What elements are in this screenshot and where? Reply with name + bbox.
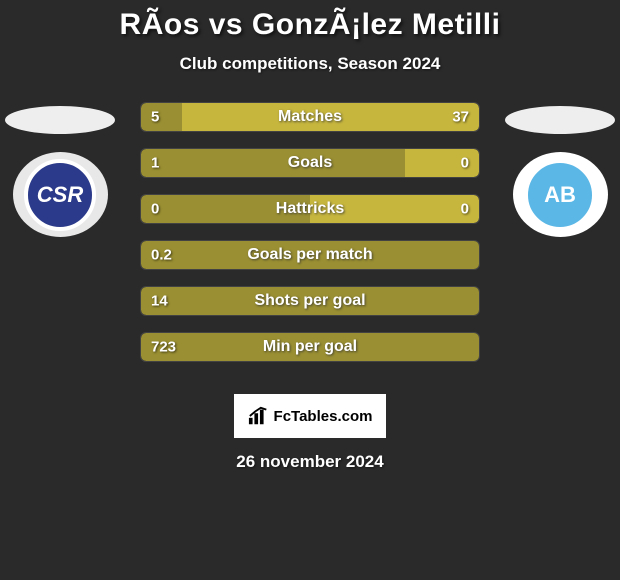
right-team-ellipse: [505, 106, 615, 134]
stat-row: 0.2 Goals per match: [140, 240, 480, 270]
stat-value-left: 1: [151, 155, 159, 172]
stat-value-left: 14: [151, 293, 168, 310]
brand-text: FcTables.com: [274, 408, 373, 425]
right-team-badge: AB: [513, 152, 608, 237]
stat-bar-left: [141, 103, 182, 131]
date-text: 26 november 2024: [0, 452, 620, 472]
page-subtitle: Club competitions, Season 2024: [0, 54, 620, 74]
stat-row: 0 Hattricks 0: [140, 194, 480, 224]
stat-row: 723 Min per goal: [140, 332, 480, 362]
stat-value-left: 723: [151, 339, 176, 356]
stat-label: Goals: [288, 154, 332, 172]
stat-label: Goals per match: [247, 246, 372, 264]
left-team-column: CSR: [0, 102, 120, 237]
stat-label: Matches: [278, 108, 342, 126]
stat-label: Hattricks: [276, 200, 344, 218]
right-team-badge-text: AB: [544, 182, 576, 208]
left-team-ellipse: [5, 106, 115, 134]
stat-bars: 5 Matches 37 1 Goals 0 0 Hattricks 0 0.2 Goals per…: [140, 102, 480, 378]
stat-row: 1 Goals 0: [140, 148, 480, 178]
stat-label: Min per goal: [263, 338, 357, 356]
left-team-badge-inner: CSR: [24, 159, 96, 231]
stat-value-left: 5: [151, 109, 159, 126]
stat-value-left: 0.2: [151, 247, 172, 264]
stat-value-right: 0: [461, 155, 469, 172]
stat-bar-left: [141, 149, 405, 177]
brand-box: FcTables.com: [234, 394, 386, 438]
left-team-badge-text: CSR: [37, 182, 83, 208]
brand-chart-icon: [248, 406, 270, 426]
left-team-badge: CSR: [13, 152, 108, 237]
stat-row: 5 Matches 37: [140, 102, 480, 132]
stat-value-right: 37: [452, 109, 469, 126]
stat-value-right: 0: [461, 201, 469, 218]
page-title: RÃ­os vs GonzÃ¡lez Metilli: [0, 0, 620, 42]
right-team-column: AB: [500, 102, 620, 237]
comparison-content: CSR AB 5 Matches 37 1 Goals 0 0 Hattricks 0 0.2 Go…: [0, 102, 620, 382]
stat-label: Shots per goal: [254, 292, 365, 310]
stat-value-left: 0: [151, 201, 159, 218]
right-team-badge-inner: AB: [524, 159, 596, 231]
stat-row: 14 Shots per goal: [140, 286, 480, 316]
